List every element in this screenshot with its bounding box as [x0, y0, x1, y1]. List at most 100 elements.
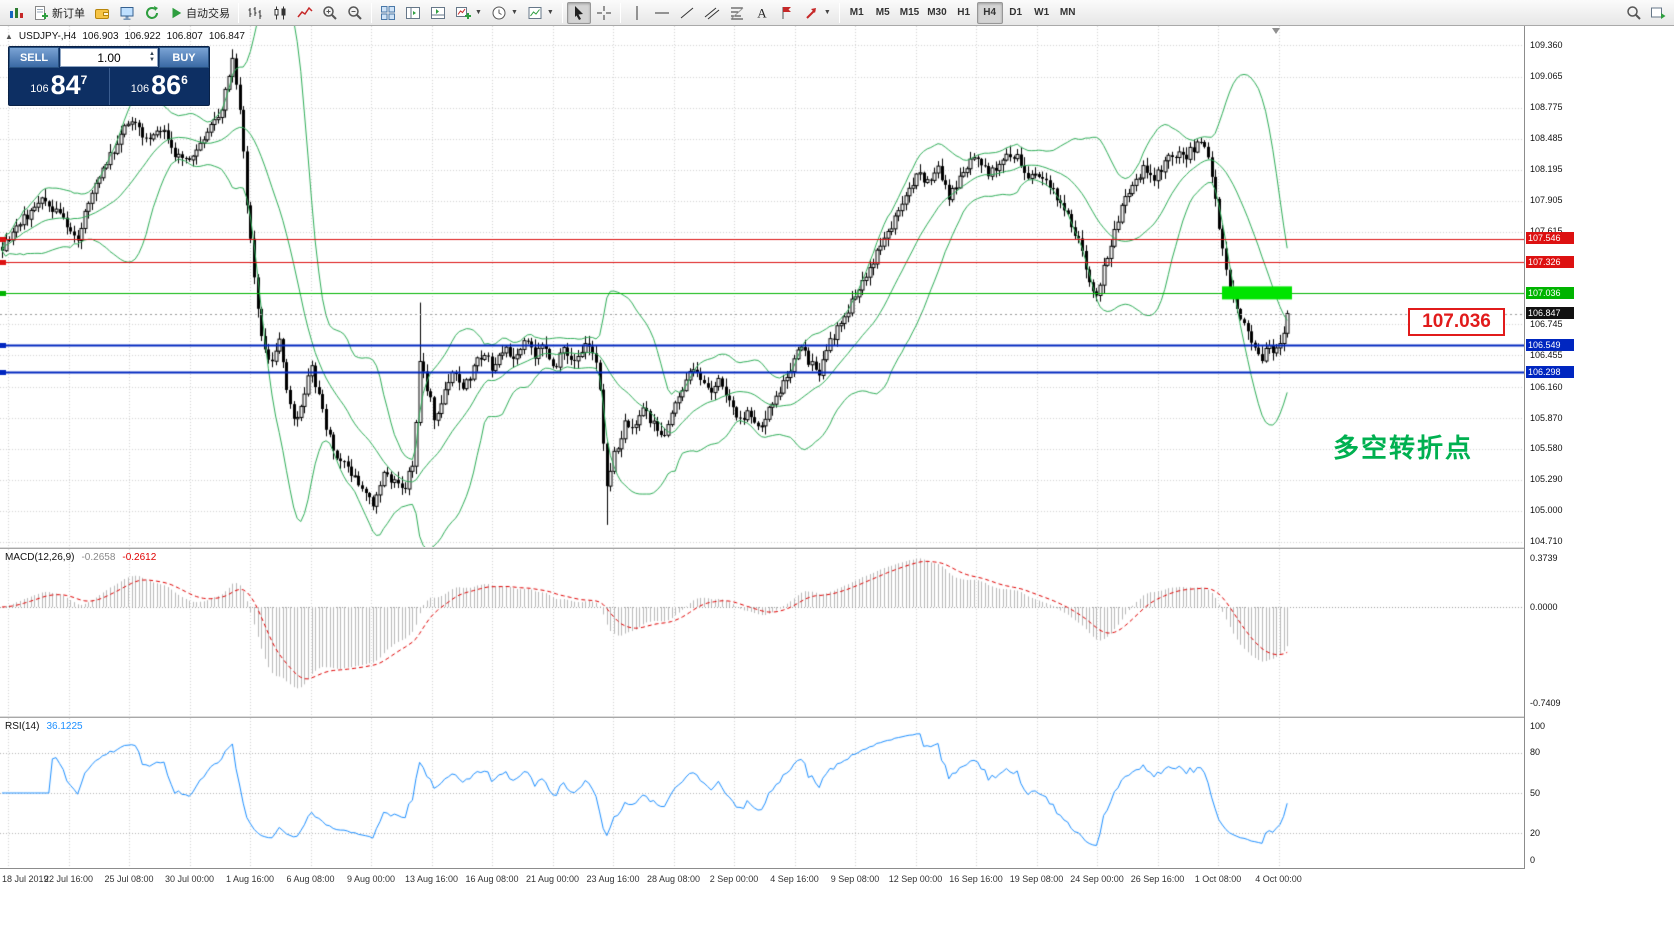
timeframe-m30[interactable]: M30 — [923, 2, 950, 24]
price-line-badge: 107.326 — [1526, 255, 1574, 268]
buy-price[interactable]: 106 86 6 — [110, 68, 210, 105]
new-chart-dropdown[interactable]: ▼ — [451, 2, 486, 24]
ohlc-close: 106.847 — [208, 31, 245, 42]
one-click-trading-panel: SELL 1.00 ▲ ▼ BUY 106 84 7 106 86 6 — [8, 46, 210, 106]
symbol-period-label: USDJPY-,H4 — [18, 31, 77, 42]
price-axis-label: 106.745 — [1530, 318, 1563, 329]
price-divider — [108, 68, 110, 105]
volume-spinner[interactable]: ▲ ▼ — [149, 51, 155, 63]
time-axis-label: 9 Sep 08:00 — [830, 874, 880, 884]
price-axis-label: 105.000 — [1530, 505, 1563, 516]
one-click-collapse-icon[interactable]: ▲ — [5, 32, 13, 41]
wallet-button[interactable] — [90, 2, 114, 24]
price-axis-label: 108.775 — [1530, 102, 1563, 113]
rsi-scale-label: 20 — [1530, 827, 1541, 838]
fibonacci-button[interactable] — [725, 2, 749, 24]
vertical-line-icon — [636, 5, 638, 20]
price-scale[interactable]: 109.360 109.065 108.775 108.485 108.195 107.9… — [1524, 26, 1674, 869]
terminal-button[interactable] — [426, 2, 450, 24]
zoom-out-button[interactable] — [343, 2, 367, 24]
timeframe-d1[interactable]: D1 — [1003, 2, 1029, 24]
timeframe-m1[interactable]: M1 — [844, 2, 870, 24]
price-axis-label: 106.455 — [1530, 349, 1563, 360]
candlestick-chart-button[interactable] — [268, 2, 292, 24]
trendline-button[interactable] — [675, 2, 699, 24]
horizontal-line-button[interactable] — [650, 2, 674, 24]
tile-windows-button[interactable] — [376, 2, 400, 24]
timeframe-w1[interactable]: W1 — [1029, 2, 1055, 24]
toolbar-right-group — [1622, 2, 1670, 24]
time-axis-label: 2 Sep 00:00 — [709, 874, 759, 884]
price-axis-label: 109.360 — [1530, 39, 1563, 50]
timeframe-h1[interactable]: H1 — [951, 2, 977, 24]
price-level-callout[interactable]: 107.036 — [1408, 308, 1505, 336]
macd-scale-label: 0.3739 — [1530, 552, 1558, 563]
refresh-button[interactable] — [140, 2, 164, 24]
price-axis-label: 108.195 — [1530, 164, 1563, 175]
zoom-in-button[interactable] — [318, 2, 342, 24]
arrow-shape-icon — [806, 7, 816, 19]
time-axis-label: 26 Sep 16:00 — [1130, 874, 1185, 884]
price-line-badge: 107.036 — [1526, 286, 1574, 299]
panel-splitter-rsi[interactable] — [0, 716, 1674, 718]
macd-scale-label: 0.0000 — [1530, 601, 1558, 612]
sell-price[interactable]: 106 84 7 — [9, 68, 109, 105]
text-button[interactable]: A — [750, 2, 774, 24]
timeframe-m15[interactable]: M15 — [896, 2, 923, 24]
time-axis-label: 21 Aug 00:00 — [525, 874, 580, 884]
navigator-button[interactable] — [401, 2, 425, 24]
monitor-icon — [120, 6, 134, 20]
fibonacci-icon — [730, 7, 744, 19]
macd-indicator-canvas[interactable] — [0, 549, 1524, 716]
spinner-up-icon[interactable]: ▲ — [149, 51, 155, 57]
panel-splitter-macd[interactable] — [0, 547, 1674, 549]
channel-button[interactable] — [700, 2, 724, 24]
bars-chart-button[interactable] — [243, 2, 267, 24]
price-axis-label: 107.905 — [1530, 195, 1563, 206]
ohlc-open: 106.903 — [82, 31, 119, 42]
toolbar-separator — [838, 2, 840, 23]
timeframe-mn[interactable]: MN — [1055, 2, 1081, 24]
timeframe-h4[interactable]: H4 — [976, 1, 1003, 24]
chart-annotation-text: 多空转折点 — [1333, 433, 1474, 463]
price-axis-label: 105.290 — [1530, 474, 1563, 485]
autotrading-label: 自动交易 — [186, 7, 230, 20]
time-axis-label: 25 Jul 08:00 — [104, 874, 154, 884]
volume-input[interactable]: 1.00 ▲ ▼ — [60, 48, 158, 67]
timeframe-m5[interactable]: M5 — [870, 2, 896, 24]
wallet-icon — [95, 8, 109, 19]
crosshair-button[interactable] — [592, 2, 616, 24]
time-axis-label: 4 Sep 16:00 — [770, 874, 819, 884]
autotrading-button[interactable]: 自动交易 — [165, 2, 234, 24]
new-order-button[interactable]: 新订单 — [29, 2, 89, 24]
candlestick-chart-icon — [274, 6, 286, 19]
chart-shift-marker[interactable] — [1272, 28, 1280, 34]
text-label-button[interactable] — [775, 2, 799, 24]
rsi-scale-label: 0 — [1530, 854, 1536, 865]
chevron-down-icon: ▼ — [475, 9, 482, 16]
chevron-down-icon: ▼ — [510, 9, 518, 16]
sell-button[interactable]: SELL — [9, 47, 59, 68]
cursor-icon — [574, 5, 583, 20]
buy-button[interactable]: BUY — [159, 47, 209, 68]
rsi-indicator-canvas[interactable] — [0, 718, 1524, 868]
time-axis[interactable]: 18 Jul 2019 22 Jul 16:00 25 Jul 08:00 30 Ju… — [0, 868, 1674, 890]
layout-icon — [1651, 7, 1666, 19]
spinner-down-icon[interactable]: ▼ — [149, 57, 155, 63]
price-axis-label: 108.485 — [1530, 133, 1563, 144]
price-axis-label: 107.615 — [1530, 226, 1563, 236]
macd-main-value: -0.2658 — [81, 552, 116, 563]
vertical-line-button[interactable] — [625, 2, 649, 24]
cursor-button[interactable] — [566, 1, 591, 24]
accounts-button[interactable] — [115, 2, 139, 24]
templates-dropdown[interactable]: ▼ — [523, 2, 558, 24]
layout-button[interactable] — [1646, 2, 1670, 24]
time-axis-label: 1 Oct 08:00 — [1194, 874, 1242, 884]
sell-price-prefix: 106 — [30, 83, 49, 95]
price-chart-canvas[interactable] — [0, 26, 1524, 547]
line-chart-button[interactable] — [293, 2, 317, 24]
time-axis-label: 19 Sep 08:00 — [1009, 874, 1064, 884]
arrow-tools-dropdown[interactable]: ▼ — [800, 2, 835, 24]
search-button[interactable] — [1622, 2, 1646, 24]
periods-dropdown[interactable]: ▼ — [487, 2, 522, 24]
